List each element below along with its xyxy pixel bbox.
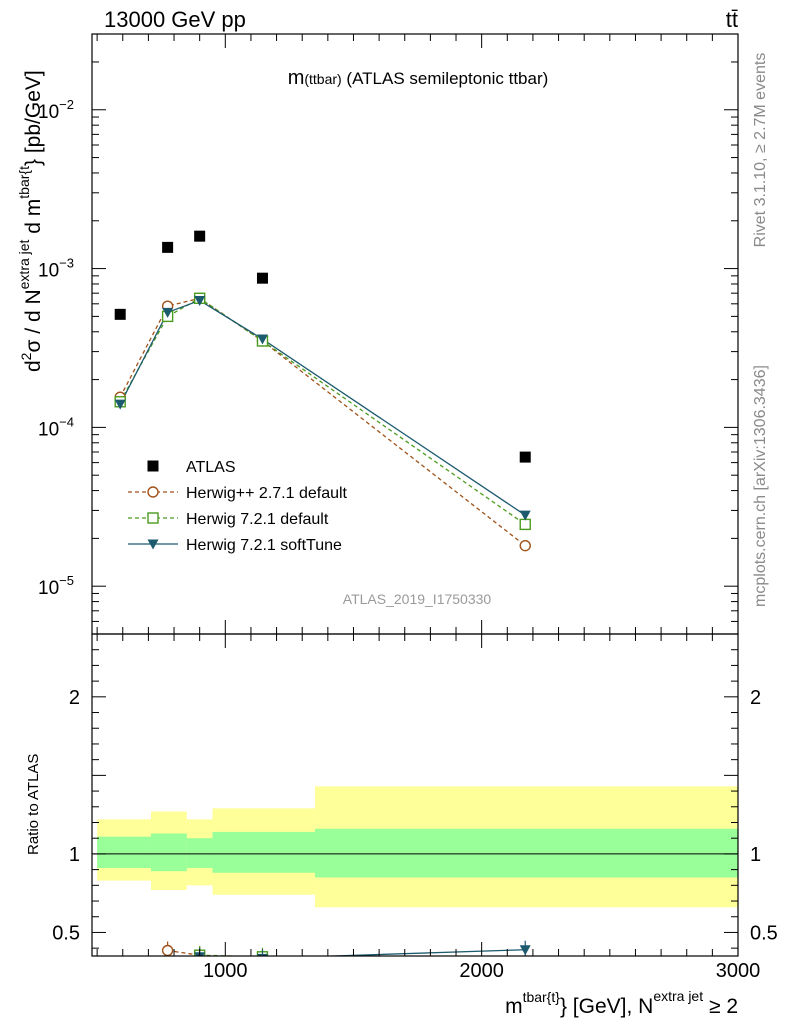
data-point-circle xyxy=(161,944,174,956)
data-point-square xyxy=(147,460,159,472)
ylabel-sup: extra jet xyxy=(16,239,32,289)
legend: ATLAS Herwig++ 2.7.1 default Herwig 7.2.1 … xyxy=(128,459,348,554)
ratio-uncertainty-bands xyxy=(92,786,738,908)
ratio-y-tick-label-left: 2 xyxy=(69,687,80,709)
rivet-version-label: Rivet 3.1.10, ≥ 2.7M events xyxy=(752,53,769,248)
xlabel-part: } [GeV], N xyxy=(560,995,653,1018)
source-site-label: mcplots.cern.ch [arXiv:1306.3436] xyxy=(752,365,769,607)
y-tick-exponent: −4 xyxy=(59,414,74,429)
legend-label: Herwig 7.2.1 softTune xyxy=(186,537,342,554)
x-tick-label: 1000 xyxy=(203,960,248,982)
data-point-circle xyxy=(519,539,531,552)
band-inner xyxy=(97,836,151,869)
y-tick-base: 10 xyxy=(38,578,59,599)
ratio-frame xyxy=(91,633,739,957)
analysis-watermark: ATLAS_2019_I1750330 xyxy=(343,591,492,607)
title-description: (ATLAS semileptonic ttbar) xyxy=(342,69,549,88)
y-tick-exponent: −3 xyxy=(59,256,74,271)
ylabel-part: d xyxy=(22,360,45,372)
data-point-open-square xyxy=(147,512,159,524)
data-point-square xyxy=(162,241,174,253)
ylabel-part: σ / d N xyxy=(22,289,45,352)
ratio-y-title-group: Ratio to ATLAS xyxy=(25,754,42,855)
ratio-y-tick-label-left: 0.5 xyxy=(52,922,80,944)
data-point-triangle xyxy=(519,510,531,521)
data-point-square xyxy=(256,272,268,284)
data-point-triangle xyxy=(256,953,268,956)
data-point-circle xyxy=(147,486,159,498)
y-axis-title-group: d2σ / d Nextra jet d mtbar{t} [pb/GeV] xyxy=(16,70,45,372)
y-tick-exponent: −5 xyxy=(59,573,74,588)
y-tick-label: 10−2 xyxy=(38,97,74,123)
ratio-y-axis-title: Ratio to ATLAS xyxy=(25,754,42,855)
series-line xyxy=(119,299,526,516)
legend-label: ATLAS xyxy=(186,459,236,476)
ylabel-part: d m xyxy=(22,199,45,240)
ratio-y-tick-label-right: 1 xyxy=(750,844,761,866)
band-inner xyxy=(186,838,213,869)
xlabel-part: ≥ 2 xyxy=(703,995,738,1018)
header-final-state: tt̄ xyxy=(726,7,738,32)
y-tick-label: 10−3 xyxy=(38,256,74,282)
title-subscript: (ttbar) xyxy=(304,71,341,87)
data-point-triangle xyxy=(256,334,268,345)
ylabel-part: } [pb/GeV] xyxy=(22,70,45,166)
data-point-triangle xyxy=(147,539,159,550)
y-tick-label: 10−4 xyxy=(38,414,74,440)
y-tick-base: 10 xyxy=(38,261,59,282)
y-tick-exponent: −2 xyxy=(59,97,74,112)
y-tick-label: 10−5 xyxy=(38,573,74,599)
band-inner xyxy=(315,828,738,878)
ratio-y-tick-label-right: 2 xyxy=(750,687,761,709)
axes xyxy=(91,33,739,957)
data-point-triangle xyxy=(162,307,174,318)
band-inner xyxy=(150,833,187,872)
ylabel-sup: 2 xyxy=(18,352,34,360)
y-axis-title: d2σ / d Nextra jet d mtbar{t} [pb/GeV] xyxy=(16,70,45,372)
y-tick-base: 10 xyxy=(38,419,59,440)
x-tick-label: 2000 xyxy=(459,960,504,982)
xlabel-sup: tbar{t} xyxy=(523,989,561,1005)
band-inner xyxy=(212,831,316,873)
x-axis-title: mtbar{t}} [GeV], Nextra jet ≥ 2 xyxy=(505,988,738,1018)
data-point-square xyxy=(114,308,126,320)
main-plot-marks xyxy=(114,230,531,552)
xlabel-sup: extra jet xyxy=(653,988,703,1004)
series-line xyxy=(119,297,526,547)
ratio-series-line xyxy=(167,949,200,956)
x-tick-label: 3000 xyxy=(716,960,761,982)
ratio-y-tick-label-left: 1 xyxy=(69,844,80,866)
y-tick-base: 10 xyxy=(38,102,59,123)
legend-label: Herwig 7.2.1 default xyxy=(186,511,329,528)
legend-label: Herwig++ 2.7.1 default xyxy=(186,485,348,502)
main-title: m(ttbar) (ATLAS semileptonic ttbar) xyxy=(288,67,549,89)
ylabel-sup: tbar{t xyxy=(16,166,32,199)
ratio-series-line xyxy=(314,949,526,956)
data-point-triangle xyxy=(194,295,206,306)
data-point-triangle xyxy=(519,945,531,956)
xlabel-part: m xyxy=(505,995,523,1018)
data-point-triangle xyxy=(114,399,126,410)
data-point-square xyxy=(194,230,206,242)
data-point-square xyxy=(519,451,531,463)
title-symbol: m xyxy=(288,67,305,89)
header-process: 13000 GeV pp xyxy=(104,7,246,32)
ratio-y-tick-label-right: 0.5 xyxy=(750,922,778,944)
data-point-open-square xyxy=(519,518,531,531)
